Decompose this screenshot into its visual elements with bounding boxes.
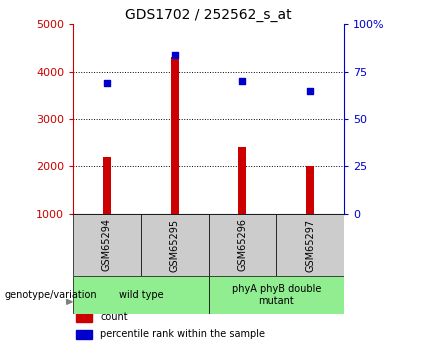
Polygon shape xyxy=(67,299,72,304)
Point xyxy=(171,52,178,58)
Bar xyxy=(103,157,111,214)
Bar xyxy=(209,214,276,276)
Point xyxy=(104,81,111,86)
Point xyxy=(239,78,246,84)
Point xyxy=(307,88,313,93)
Bar xyxy=(306,167,314,214)
Text: genotype/variation: genotype/variation xyxy=(4,290,97,300)
Bar xyxy=(76,330,92,339)
Bar xyxy=(73,214,141,276)
Text: GSM65297: GSM65297 xyxy=(305,218,315,272)
Text: wild type: wild type xyxy=(119,290,163,300)
Text: count: count xyxy=(100,312,128,322)
Text: GSM65295: GSM65295 xyxy=(170,218,180,272)
Text: GSM65296: GSM65296 xyxy=(237,218,247,272)
Text: GSM65294: GSM65294 xyxy=(102,218,112,272)
Text: phyA phyB double
mutant: phyA phyB double mutant xyxy=(232,284,321,306)
Bar xyxy=(209,276,344,314)
Title: GDS1702 / 252562_s_at: GDS1702 / 252562_s_at xyxy=(125,8,292,22)
Bar xyxy=(76,313,92,322)
Bar xyxy=(171,57,179,214)
Bar xyxy=(73,276,209,314)
Bar xyxy=(276,214,344,276)
Bar xyxy=(238,148,246,214)
Bar xyxy=(141,214,209,276)
Text: percentile rank within the sample: percentile rank within the sample xyxy=(100,329,265,339)
